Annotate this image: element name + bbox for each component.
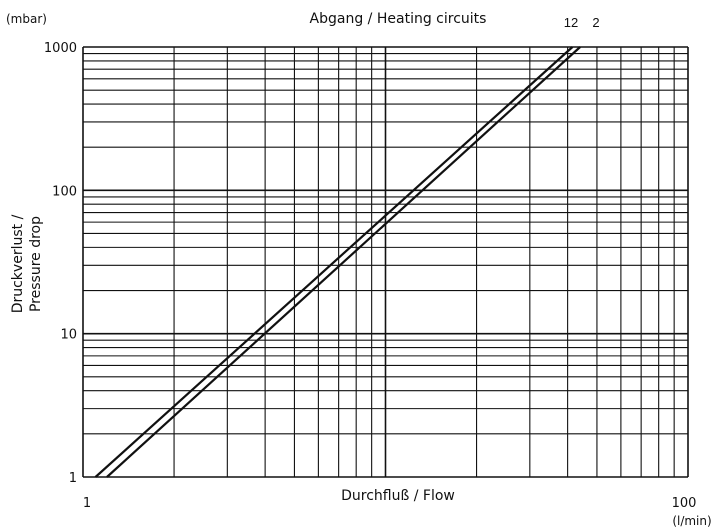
series-label-12: 12 [564,15,578,30]
x-tick-labels: 1 100 [83,496,697,511]
y-tick-label: 10 [60,328,77,343]
chart-title: Abgang / Heating circuits [310,11,487,27]
y-tick-label: 100 [52,184,77,199]
series-line-12 [106,46,581,478]
y-axis-label-line1: Druckverlust / [10,214,26,313]
x-unit-label: (l/min) [672,514,711,528]
y-tick-labels: 1 10 100 1000 [44,41,77,486]
y-axis-label: Druckverlust / Pressure drop [10,214,44,313]
y-tick-label: 1000 [44,41,77,56]
y-unit-label: (mbar) [6,12,47,26]
x-tick-label: 100 [672,496,697,511]
x-tick-label: 1 [83,496,91,511]
y-axis-label-line2: Pressure drop [28,216,44,312]
x-axis-label: Durchfluß / Flow [341,488,455,504]
grid [82,46,689,478]
series-lines [94,46,581,478]
series-line-2 [94,46,574,478]
y-tick-label: 1 [69,471,77,486]
series-label-2: 2 [592,15,599,30]
